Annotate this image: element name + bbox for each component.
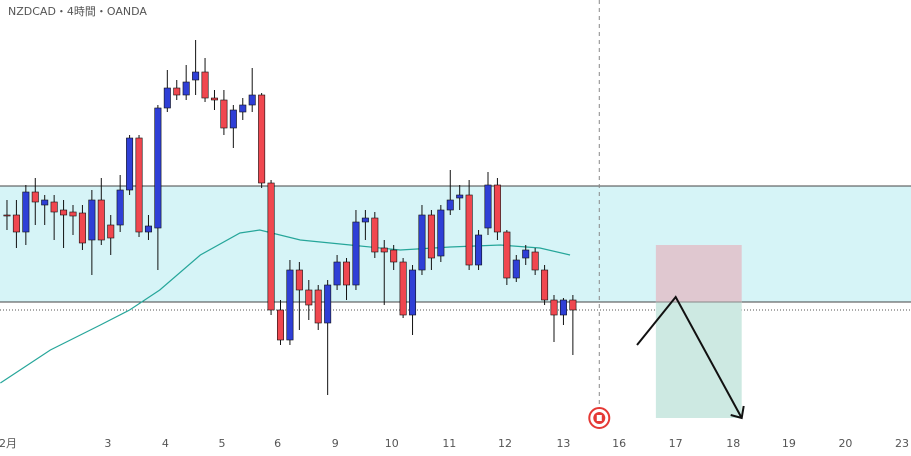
candle-body	[267, 182, 275, 311]
candle-body	[427, 214, 435, 259]
candle-body	[437, 209, 445, 257]
x-tick-label: 2月	[0, 437, 17, 450]
zone	[0, 186, 911, 302]
candle-body	[239, 104, 247, 113]
candle-body	[390, 249, 398, 263]
candle-body	[201, 71, 209, 99]
candle-body	[418, 214, 426, 271]
x-tick-label: 23	[895, 437, 909, 450]
candle-body	[314, 289, 322, 324]
candle-body	[163, 87, 171, 109]
candle-body	[446, 199, 454, 211]
x-tick-label: 3	[104, 437, 111, 450]
candle-body	[88, 199, 96, 241]
position-target	[655, 302, 742, 418]
chart-title: NZDCAD・4時間・OANDA	[8, 5, 147, 18]
candle-body	[333, 261, 341, 286]
candle-body	[456, 194, 464, 199]
x-tick-label: 9	[332, 437, 339, 450]
candle-body	[399, 261, 407, 316]
candle-body	[107, 224, 115, 239]
candle-body	[569, 299, 577, 311]
candle-body	[116, 189, 124, 226]
candle-body	[361, 217, 369, 223]
candle-body	[276, 309, 284, 341]
candle-body	[173, 87, 181, 96]
candle-body	[248, 94, 256, 106]
candle-body	[126, 137, 134, 191]
candle-body	[229, 109, 237, 129]
event-icon-flag	[596, 415, 602, 421]
candle-body	[69, 211, 77, 217]
candle-body	[352, 221, 360, 286]
candle-body	[522, 249, 530, 259]
candle-body	[295, 269, 303, 291]
candle-body	[475, 234, 483, 266]
candle-body	[144, 225, 152, 233]
candle-body	[12, 214, 20, 233]
x-tick-label: 5	[219, 437, 226, 450]
x-tick-label: 11	[442, 437, 456, 450]
candle-body	[559, 299, 567, 316]
candle-body	[220, 99, 228, 129]
candle-body	[465, 194, 473, 266]
candle-body	[135, 137, 143, 233]
x-tick-label: 4	[162, 437, 169, 450]
arrow-head	[730, 405, 745, 420]
candle-body	[3, 214, 11, 217]
candle-body	[78, 212, 86, 244]
candle-body	[343, 261, 351, 286]
candle-body	[60, 209, 68, 216]
candle-body	[154, 107, 162, 229]
candle-body	[50, 201, 58, 213]
candle-body	[409, 269, 417, 316]
candle-body	[210, 97, 218, 101]
candle-body	[484, 184, 492, 229]
candle-body	[305, 289, 313, 306]
candle-body	[324, 284, 332, 324]
moving-average	[0, 229, 571, 384]
x-tick-label: 20	[838, 437, 852, 450]
candle-body	[503, 231, 511, 279]
x-tick-label: 6	[274, 437, 281, 450]
candle-body	[41, 199, 49, 206]
candle-body	[493, 184, 501, 233]
candle-body	[531, 251, 539, 271]
position-stop	[655, 245, 742, 302]
candle-body	[258, 94, 266, 184]
x-tick-label: 13	[556, 437, 570, 450]
candle-body	[97, 199, 105, 241]
x-tick-label: 19	[782, 437, 796, 450]
candle-body	[380, 247, 388, 253]
candle-body	[192, 71, 200, 81]
arrow	[636, 295, 743, 419]
candle-body	[22, 191, 30, 233]
x-tick-label: 10	[385, 437, 399, 450]
x-tick-label: 12	[498, 437, 512, 450]
x-tick-label: 17	[669, 437, 683, 450]
x-tick-label: 18	[726, 437, 740, 450]
candle-body	[541, 269, 549, 301]
candle-body	[371, 217, 379, 253]
candle-body	[550, 299, 558, 316]
candle-body	[31, 191, 39, 203]
candle-body	[512, 259, 520, 279]
candle-body	[182, 81, 190, 96]
x-tick-label: 16	[612, 437, 626, 450]
candle-body	[286, 269, 294, 341]
